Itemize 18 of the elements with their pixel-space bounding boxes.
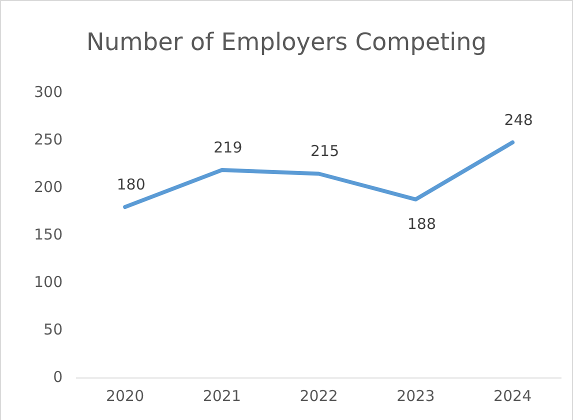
data-label: 180	[116, 175, 146, 194]
x-tick-label: 2023	[396, 386, 435, 405]
x-tick-label: 2022	[300, 386, 338, 405]
y-tick-label: 50	[44, 320, 63, 338]
data-label: 215	[310, 142, 340, 160]
y-tick-label: 200	[34, 178, 63, 196]
chart-title: Number of Employers Competing	[85, 28, 488, 56]
y-tick-label: 0	[53, 368, 63, 386]
y-tick-label: 150	[34, 225, 63, 244]
x-tick-label: 2021	[202, 386, 242, 405]
x-tick-label: 2024	[493, 386, 532, 405]
y-tick-label: 250	[34, 130, 63, 148]
data-label: 219	[214, 138, 242, 156]
y-tick-label: 100	[34, 272, 63, 291]
x-tick-label: 2020	[106, 386, 144, 405]
data-label: 248	[504, 110, 533, 129]
data-label: 188	[407, 214, 436, 233]
y-tick-label: 300	[34, 82, 63, 101]
